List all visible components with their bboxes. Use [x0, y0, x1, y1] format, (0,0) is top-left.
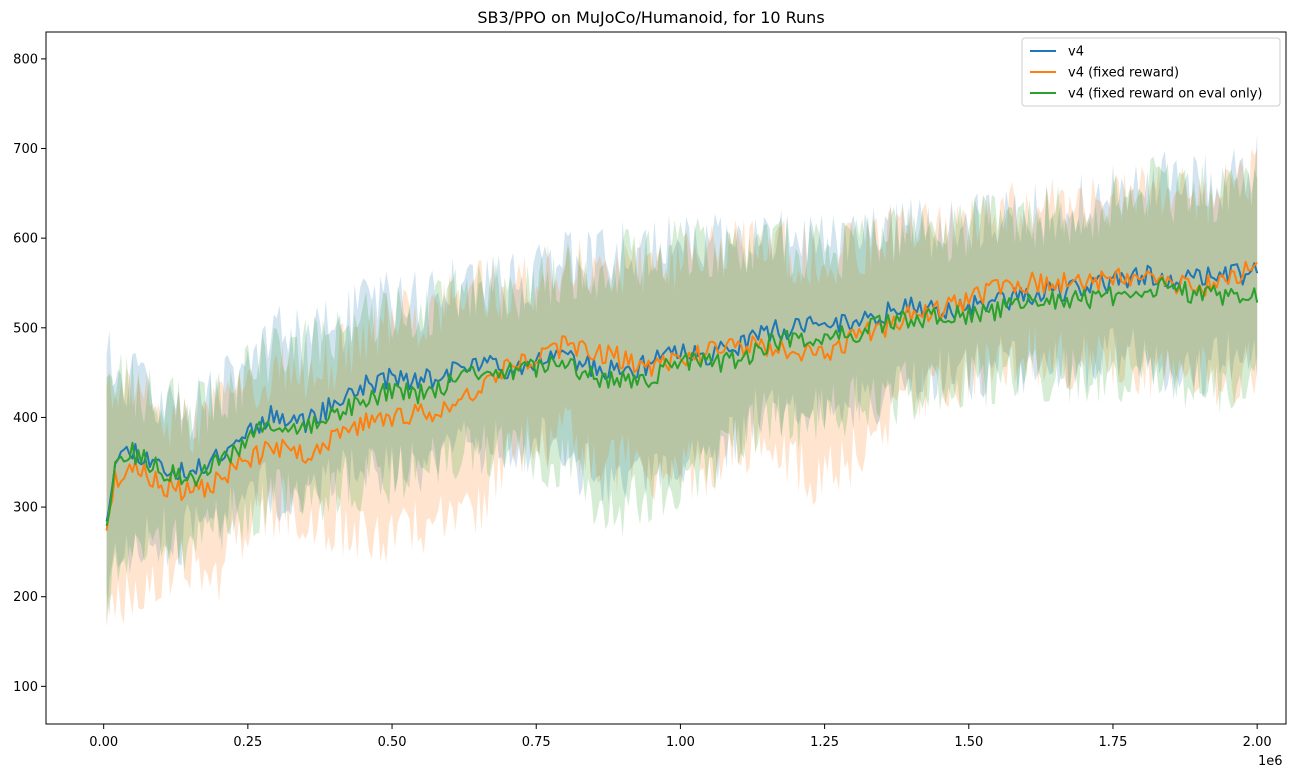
series-line-2	[105, 276, 1259, 527]
axes-frame	[45, 31, 1287, 725]
series-line-0	[105, 262, 1259, 522]
x-tick-label: 1.75	[1099, 735, 1128, 750]
y-tick-label: 800	[13, 52, 38, 67]
series-band-0	[106, 133, 1258, 625]
x-tick-label: 1.25	[810, 735, 839, 750]
legend-box	[1021, 37, 1281, 107]
x-tick-label: 1.00	[666, 735, 695, 750]
legend-label-1: v4 (fixed reward)	[1068, 66, 1179, 81]
legend-label-2: v4 (fixed reward on eval only)	[1068, 87, 1263, 102]
y-tick-label: 400	[13, 411, 38, 426]
x-tick-label: 0.75	[522, 735, 551, 750]
chart-title: SB3/PPO on MuJoCo/Humanoid, for 10 Runs	[477, 8, 824, 27]
x-tick-label: 0.25	[233, 735, 262, 750]
x-tick-label: 0.50	[378, 735, 407, 750]
plot-area	[105, 133, 1259, 628]
x-tick-label: 1.50	[954, 735, 983, 750]
axes: 0.00 0.25 0.50 0.75 1.00 1.25 1.50 1.75 2.00 100 2…	[13, 31, 1287, 750]
series-band-1	[106, 148, 1258, 628]
y-tick-label: 300	[13, 501, 38, 516]
legend-label-0: v4	[1068, 45, 1084, 60]
y-tick-label: 500	[13, 321, 38, 336]
x-tick-label: 0.00	[89, 735, 118, 750]
legend: v4 v4 (fixed reward) v4 (fixed reward on e…	[1021, 37, 1281, 107]
y-tick-label: 600	[13, 232, 38, 247]
x-tick-label: 2.00	[1243, 735, 1272, 750]
x-offset-label: 1e6	[1258, 754, 1283, 769]
y-tick-label: 200	[13, 590, 38, 605]
y-tick-label: 100	[13, 680, 38, 695]
y-tick-label: 700	[13, 142, 38, 157]
series-band-2	[106, 156, 1258, 616]
